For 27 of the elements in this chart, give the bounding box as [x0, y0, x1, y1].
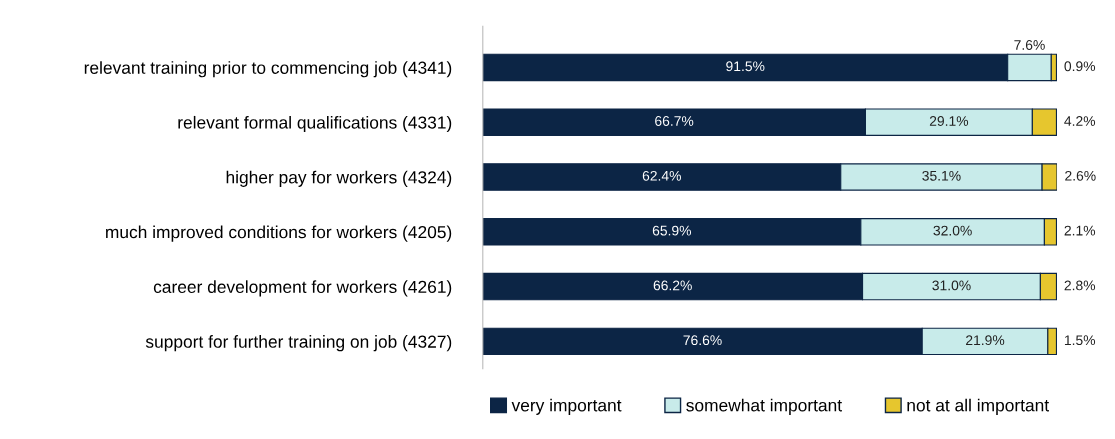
data-label: 91.5% [726, 61, 765, 72]
legend-label: not at all important [907, 398, 1049, 415]
data-label: 7.6% [1014, 40, 1045, 50]
data-label: 76.6% [683, 335, 722, 346]
data-label: 32.0% [933, 225, 972, 236]
data-label: 21.9% [966, 335, 1005, 346]
data-label: 0.9% [1064, 61, 1096, 72]
data-label: 66.7% [655, 116, 694, 126]
data-label: 2.1% [1064, 225, 1096, 236]
y-tick-label: much improved conditions for workers (4205) [106, 225, 452, 242]
y-tick-label: career development for workers (4261) [153, 280, 452, 297]
data-label: 35.1% [922, 170, 961, 181]
data-label: 4.2% [1064, 116, 1096, 126]
y-tick-label: relevant training prior to commencing job (4341) [84, 61, 452, 78]
y-tick-label: support for further training on job (4327) [145, 335, 452, 352]
legend-label: somewhat important [686, 398, 842, 415]
data-label: 31.0% [932, 280, 971, 291]
data-label: 1.5% [1064, 335, 1096, 346]
data-label: 66.2% [653, 280, 692, 291]
y-tick-label: relevant formal qualifications (4331) [178, 115, 452, 133]
data-label: 2.6% [1065, 170, 1096, 181]
data-label: 65.9% [652, 225, 692, 236]
data-label: 2.8% [1064, 280, 1096, 291]
legend-label: very important [511, 398, 622, 415]
data-label: 29.1% [929, 116, 969, 126]
y-tick-label: higher pay for workers (4324) [226, 170, 452, 187]
data-label: 62.4% [642, 170, 681, 181]
